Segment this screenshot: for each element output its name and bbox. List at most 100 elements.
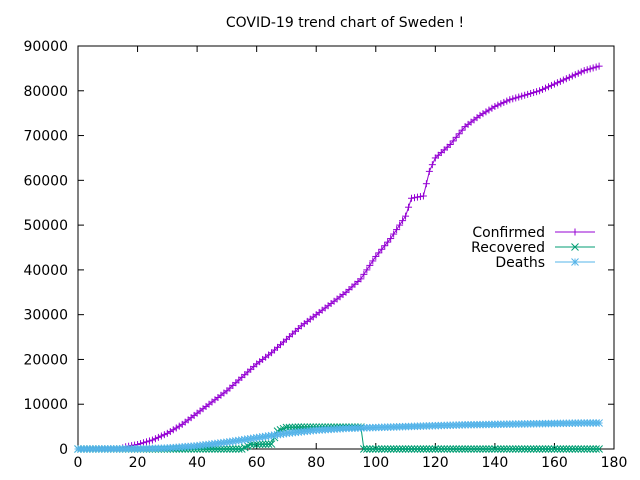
- data-point-d2: [413, 445, 422, 453]
- data-point-d2: [228, 445, 237, 453]
- data-point-d2: [443, 445, 452, 453]
- data-point-d2: [416, 445, 425, 453]
- data-point-d2: [380, 445, 389, 453]
- legend-label: Recovered: [471, 240, 545, 256]
- data-point-d2: [368, 445, 377, 453]
- data-point-d2: [526, 445, 535, 453]
- data-point-d2: [458, 445, 466, 453]
- data-point-d2: [446, 445, 455, 453]
- data-point-d2: [389, 445, 398, 453]
- data-point-d2: [568, 445, 577, 453]
- data-point-d2: [383, 445, 392, 453]
- data-point-d2: [437, 445, 446, 453]
- data-point-d2: [401, 445, 410, 453]
- data-point-d2: [234, 445, 243, 453]
- data-point-d2: [252, 440, 261, 449]
- data-point-d2: [502, 445, 511, 453]
- legend-label: Deaths: [495, 255, 545, 271]
- data-point-d2: [220, 445, 228, 453]
- data-point-d2: [544, 445, 553, 453]
- data-point-d2: [473, 445, 481, 453]
- data-point-d2: [428, 445, 437, 453]
- data-point-d2: [470, 445, 478, 453]
- data-point-d2: [452, 445, 461, 453]
- data-point-d2: [529, 445, 538, 453]
- data-point-d2: [595, 419, 603, 427]
- y-tick-label: 30000: [23, 308, 68, 324]
- data-point-d2: [550, 445, 559, 453]
- x-tick-label: 40: [188, 455, 206, 471]
- data-point-d2: [461, 445, 469, 453]
- x-tick-label: 100: [362, 455, 389, 471]
- axis-ticks: 0 20 40 60 80 100 120 140 160 180 0 10000 20000 30000…: [23, 39, 627, 471]
- data-point-d2: [231, 445, 240, 453]
- data-point-d2: [395, 445, 404, 453]
- data-point-d2: [440, 445, 449, 453]
- y-tick-label: 10000: [23, 397, 68, 413]
- x-tick-label: 20: [129, 455, 147, 471]
- data-point-d2: [246, 440, 255, 449]
- data-point-d2: [425, 445, 434, 453]
- data-point-d2: [464, 445, 472, 453]
- y-tick-label: 60000: [23, 173, 68, 189]
- x-tick-label: 80: [307, 455, 325, 471]
- data-point-d2: [362, 445, 371, 453]
- series-confirmed: [74, 62, 603, 453]
- chart-title: COVID-19 trend chart of Sweden !: [226, 15, 464, 31]
- data-point-d2: [467, 445, 475, 453]
- data-point-d2: [223, 445, 231, 453]
- y-tick-label: 70000: [23, 129, 68, 145]
- data-point-d2: [404, 445, 413, 453]
- data-point-d2: [494, 445, 502, 453]
- data-point-d2: [541, 445, 550, 453]
- data-point-d2: [377, 445, 386, 453]
- data-point-d2: [214, 445, 222, 453]
- y-tick-label: 40000: [23, 263, 68, 279]
- data-point-d2: [583, 445, 592, 453]
- data-point-d2: [514, 445, 523, 453]
- data-point-d2: [580, 445, 589, 453]
- data-point-d2: [553, 445, 562, 453]
- data-point-d2: [574, 445, 583, 453]
- series-layer: [74, 62, 603, 453]
- data-point-d2: [398, 445, 407, 453]
- data-point-d2: [392, 445, 401, 453]
- data-point-d2: [562, 445, 571, 453]
- y-tick-label: 90000: [23, 39, 68, 55]
- data-point-d2: [592, 445, 600, 453]
- data-point-d2: [431, 445, 440, 453]
- data-point-d2: [505, 445, 514, 453]
- series-deaths: [74, 419, 603, 453]
- data-point-d2: [499, 445, 508, 453]
- data-point-d2: [565, 445, 574, 453]
- data-point-d2: [538, 445, 547, 453]
- data-point-d2: [577, 445, 586, 453]
- data-point-d2: [476, 445, 484, 453]
- data-point-d2: [434, 445, 443, 453]
- x-tick-label: 0: [74, 455, 83, 471]
- data-point-d2: [532, 445, 541, 453]
- data-point-d2: [547, 445, 556, 453]
- data-point-d2: [523, 445, 532, 453]
- data-point-d2: [571, 258, 579, 266]
- data-point-d2: [261, 440, 270, 449]
- data-point-d2: [482, 445, 490, 453]
- data-point-d2: [410, 445, 419, 453]
- y-tick-label: 50000: [23, 218, 68, 234]
- data-point-d2: [258, 440, 267, 449]
- data-point-d2: [479, 445, 487, 453]
- data-point-d2: [586, 445, 595, 453]
- x-tick-label: 160: [541, 455, 568, 471]
- data-point-d2: [449, 445, 458, 453]
- data-point-d2: [422, 445, 431, 453]
- data-point-d2: [217, 445, 225, 453]
- data-point-d2: [571, 445, 580, 453]
- data-point-d2: [491, 445, 499, 453]
- data-point-d2: [535, 445, 544, 453]
- data-point-d2: [267, 440, 276, 448]
- data-point-d2: [556, 445, 565, 453]
- data-point-d2: [511, 445, 520, 453]
